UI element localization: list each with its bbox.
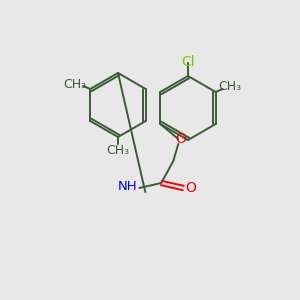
Text: NH: NH [118, 179, 137, 193]
Text: CH₃: CH₃ [64, 77, 87, 91]
Text: O: O [185, 181, 196, 195]
Text: O: O [175, 132, 186, 146]
Text: CH₃: CH₃ [106, 145, 130, 158]
Text: CH₃: CH₃ [218, 80, 241, 94]
Text: Cl: Cl [181, 55, 195, 69]
